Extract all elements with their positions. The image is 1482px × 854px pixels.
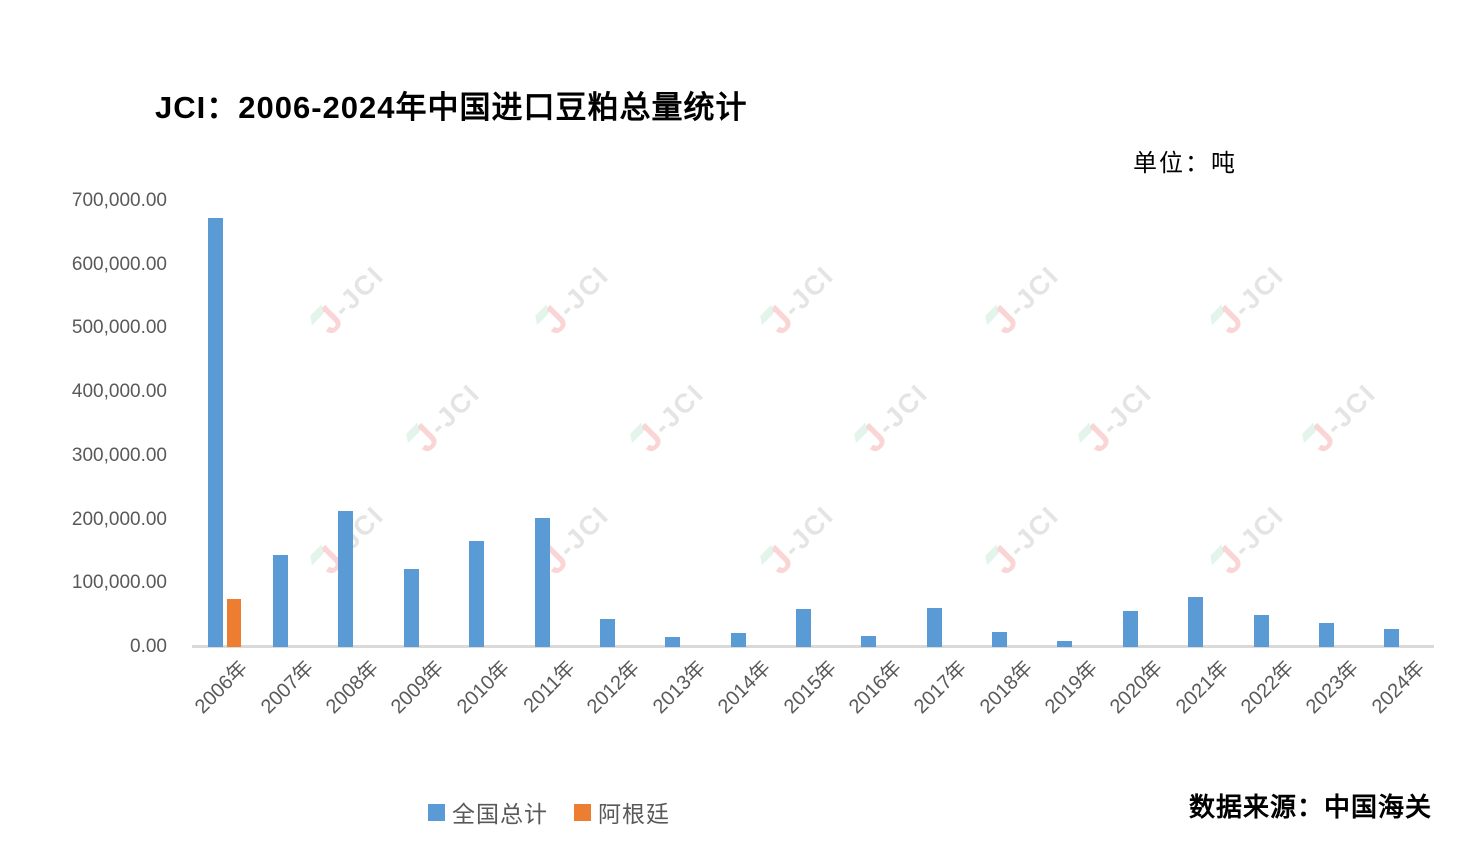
bar-national-total-2024	[1384, 629, 1400, 647]
legend-swatch-argentina-icon	[574, 803, 591, 821]
x-axis-label-2022: 2022年	[1236, 657, 1299, 719]
x-axis-label-2007: 2007年	[256, 657, 318, 719]
x-axis-label-2010: 2010年	[452, 657, 514, 719]
y-axis-label-60000000: 600,000.00	[71, 253, 167, 275]
x-axis-label-2018: 2018年	[975, 657, 1037, 719]
y-axis-label-40000000: 400,000.00	[71, 381, 167, 403]
bar-national-total-2014	[730, 633, 746, 647]
plot-area	[192, 201, 1434, 647]
bar-national-total-2021	[1188, 597, 1204, 647]
bar-national-total-2019	[1057, 641, 1073, 647]
x-axis-label-2020: 2020年	[1106, 657, 1168, 719]
data-source-note: 数据来源：中国海关	[1188, 792, 1432, 822]
x-axis-label-2013: 2013年	[648, 657, 710, 719]
bar-national-total-2011	[534, 518, 550, 647]
y-axis-label-20000000: 200,000.00	[71, 508, 167, 530]
unit-label: 单位：吨	[1133, 150, 1237, 177]
x-axis-label-2017: 2017年	[910, 657, 972, 719]
legend-item-national-total: 全国总计	[428, 795, 548, 829]
bar-national-total-2012	[599, 619, 615, 647]
bar-national-total-2017	[926, 608, 942, 647]
bar-national-total-2010	[469, 541, 485, 647]
bar-national-total-2008	[338, 511, 354, 647]
y-axis-label-50000000: 500,000.00	[71, 317, 167, 339]
x-axis-label-2024: 2024年	[1367, 657, 1429, 719]
bar-argentina-2006	[226, 599, 241, 647]
x-axis-label-2009: 2009年	[387, 657, 449, 719]
bar-national-total-2016	[861, 636, 877, 647]
bar-national-total-2018	[992, 632, 1008, 647]
bar-national-total-2009	[403, 569, 419, 647]
chart-title: JCI：2006-2024年中国进口豆粕总量统计	[155, 90, 748, 125]
x-axis-label-2014: 2014年	[714, 657, 776, 719]
bar-national-total-2006	[207, 218, 223, 647]
legend-item-argentina: 阿根廷	[574, 795, 670, 829]
x-axis-label-2015: 2015年	[779, 657, 841, 719]
bar-national-total-2013	[665, 637, 681, 647]
bar-national-total-2022	[1253, 615, 1269, 647]
bar-national-total-2020	[1122, 611, 1138, 647]
x-axis-label-2012: 2012年	[583, 657, 645, 719]
chart-legend: 全国总计 阿根廷	[428, 795, 670, 829]
legend-label-national-total: 全国总计	[452, 801, 548, 827]
y-axis-label-30000000: 300,000.00	[71, 444, 167, 466]
bar-national-total-2023	[1318, 623, 1334, 647]
y-axis-label-10000000: 100,000.00	[71, 572, 167, 594]
y-axis-label-000: 0.00	[130, 636, 167, 657]
bar-national-total-2007	[273, 555, 289, 647]
x-axis-label-2006: 2006年	[191, 657, 253, 719]
x-axis-label-2016: 2016年	[844, 657, 906, 719]
bar-national-total-2015	[796, 609, 811, 647]
x-axis-label-2011: 2011年	[518, 657, 580, 718]
legend-swatch-national-total-icon	[428, 803, 445, 821]
x-axis-label-2019: 2019年	[1040, 657, 1103, 719]
x-axis-label-2021: 2021年	[1171, 657, 1233, 719]
y-axis-label-70000000: 700,000.00	[71, 190, 167, 211]
x-axis-label-2008: 2008年	[321, 657, 383, 719]
legend-label-argentina: 阿根廷	[598, 801, 670, 827]
x-axis-line	[192, 645, 1434, 648]
x-axis-label-2023: 2023年	[1302, 657, 1364, 719]
